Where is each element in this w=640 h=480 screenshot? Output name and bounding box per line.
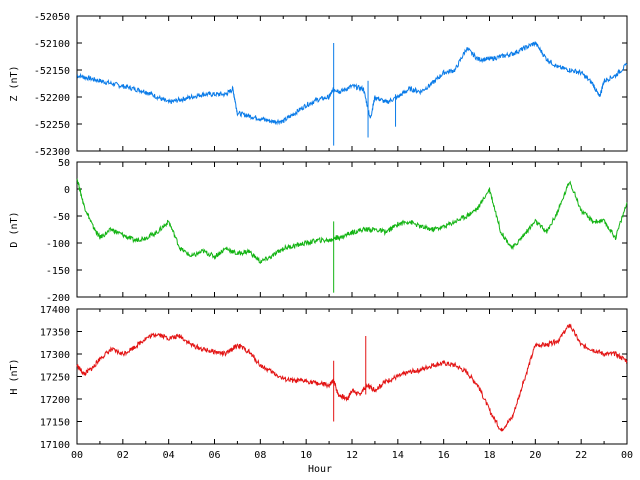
x-tick-label: 08: [254, 450, 266, 461]
series-d-line: [76, 178, 628, 265]
y-tick-label: 17150: [40, 418, 70, 429]
y-tick-label: 17200: [40, 395, 70, 406]
x-tick-label: 04: [163, 450, 175, 461]
y-tick-label: -52050: [34, 12, 70, 23]
x-tick-label: 00: [71, 450, 83, 461]
y-tick-label: -200: [46, 293, 70, 304]
y-axis-label: H (nT): [9, 358, 20, 394]
x-axis-label: Hour: [308, 464, 332, 475]
y-tick-label: 17400: [40, 305, 70, 316]
y-tick-label: -52150: [34, 66, 70, 77]
y-tick-label: -50: [52, 212, 70, 223]
series-z-line: [76, 41, 628, 126]
series-h-line: [76, 323, 628, 432]
y-tick-label: -150: [46, 266, 70, 277]
y-tick-label: 0: [64, 185, 70, 196]
panel-d: 50 0 -50 -100 -150 -200 D (nT): [9, 158, 628, 304]
y-tick-label: -100: [46, 239, 70, 250]
y-axis-label: D (nT): [9, 211, 20, 247]
y-tick-label: -52300: [34, 147, 70, 158]
x-tick-label: 06: [208, 450, 220, 461]
x-tick-label: 12: [346, 450, 358, 461]
x-tick-label: 16: [438, 450, 450, 461]
panel-h: 17400 17350 17300 17250 17200 17150 17100 H (nT…: [9, 305, 628, 451]
y-tick-label: -52250: [34, 120, 70, 131]
x-tick-label: 14: [392, 450, 404, 461]
y-tick-label: 17300: [40, 350, 70, 361]
panel-z: -52050 -52100 -52150 -52200 -52250 -52300 Z (n…: [9, 12, 628, 158]
y-tick-label: 17250: [40, 373, 70, 384]
x-tick-label: 00: [621, 450, 633, 461]
y-tick-label: 50: [58, 158, 70, 169]
panel-z-frame: [76, 15, 628, 152]
x-tick-label: 18: [483, 450, 495, 461]
y-axis-label: Z (nT): [9, 65, 20, 101]
x-tick-label: 02: [117, 450, 129, 461]
x-tick-label: 10: [300, 450, 312, 461]
y-tick-label: 17100: [40, 440, 70, 451]
y-tick-label: -52100: [34, 39, 70, 50]
x-tick-label: 20: [529, 450, 541, 461]
x-tick-label: 22: [575, 450, 587, 461]
panel-h-frame: [76, 308, 628, 445]
y-tick-label: -52200: [34, 93, 70, 104]
y-tick-label: 17350: [40, 328, 70, 339]
